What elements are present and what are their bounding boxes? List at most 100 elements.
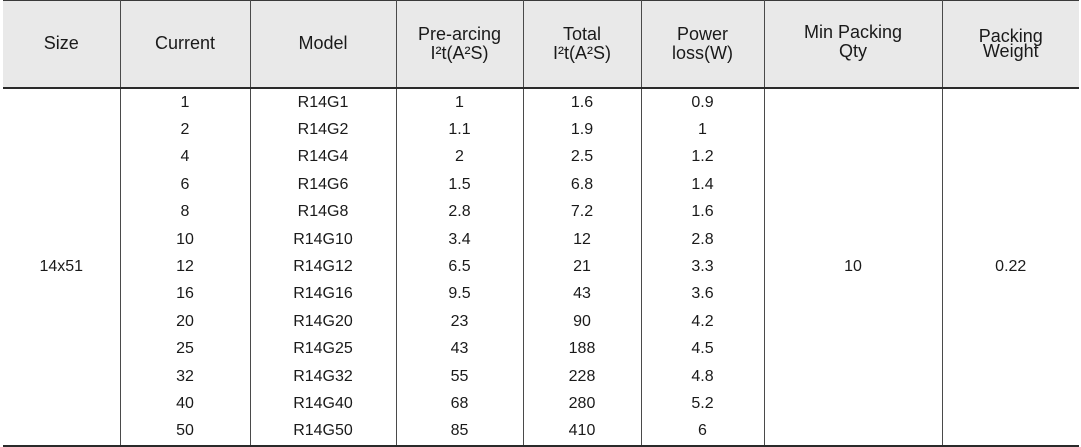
- power-loss-cell: 0.9: [640, 87, 764, 116]
- table-body: 14x51 1 R14G1 1 1.6 0.9 10 0.22 2 R14G2 1.1 1.9 1 4 R1…: [3, 87, 1079, 447]
- header-model: Model: [249, 0, 396, 88]
- header-min-packing: Min Packing Qty: [763, 0, 942, 88]
- power-loss-cell: 3.3: [640, 252, 764, 281]
- prearcing-cell: 23: [395, 307, 523, 336]
- total-cell: 12: [522, 225, 641, 253]
- power-loss-cell: 1.6: [640, 198, 764, 226]
- table-row: 12 R14G12 6.5 21 3.3: [3, 252, 1079, 281]
- model-cell: R14G40: [249, 389, 396, 418]
- total-cell: 6.8: [522, 170, 641, 199]
- power-loss-cell: 2.8: [640, 225, 764, 253]
- table-row: 25 R14G25 43 188 4.5: [3, 335, 1079, 363]
- header-power-loss: Power loss(W): [640, 0, 764, 88]
- current-cell: 1: [119, 87, 250, 116]
- header-power-line2: loss(W): [672, 42, 733, 63]
- total-cell: 410: [522, 417, 641, 447]
- packing-weight-cell: 0.22: [941, 87, 1079, 447]
- power-loss-cell: 4.2: [640, 307, 764, 336]
- current-cell: 32: [119, 362, 250, 390]
- table-row: 20 R14G20 23 90 4.2: [3, 307, 1079, 336]
- model-cell: R14G32: [249, 362, 396, 390]
- total-cell: 188: [522, 335, 641, 363]
- prearcing-cell: 1.1: [395, 115, 523, 144]
- current-cell: 4: [119, 143, 250, 171]
- power-loss-cell: 1.2: [640, 143, 764, 171]
- total-cell: 1.6: [522, 87, 641, 116]
- header-minpack-line2: Qty: [838, 41, 867, 61]
- header-prearcing: Pre-arcing I²t(A²S): [395, 0, 523, 88]
- header-packing-weight: Packing Weight: [941, 0, 1079, 88]
- total-cell: 21: [522, 252, 641, 281]
- fuse-spec-table: Size Current Model Pre-arcing I²t(A²S) T…: [3, 0, 1079, 447]
- current-cell: 20: [119, 307, 250, 336]
- header-minpack-line1: Min Packing: [803, 22, 903, 42]
- power-loss-cell: 3.6: [640, 280, 764, 308]
- header-size: Size: [43, 33, 79, 54]
- table-row: 2 R14G2 1.1 1.9 1: [3, 115, 1079, 144]
- model-cell: R14G20: [249, 307, 396, 336]
- total-cell: 90: [522, 307, 641, 336]
- model-cell: R14G25: [249, 335, 396, 363]
- power-loss-cell: 4.8: [640, 362, 764, 390]
- current-cell: 6: [119, 170, 250, 199]
- power-loss-cell: 6: [640, 417, 764, 447]
- total-cell: 228: [522, 362, 641, 390]
- current-cell: 25: [119, 335, 250, 363]
- table-row: 40 R14G40 68 280 5.2: [3, 389, 1079, 418]
- model-cell: R14G2: [249, 115, 396, 144]
- power-loss-cell: 4.5: [640, 335, 764, 363]
- table-row: 32 R14G32 55 228 4.8: [3, 362, 1079, 390]
- current-cell: 40: [119, 389, 250, 418]
- header-prearcing-line1: Pre-arcing: [417, 23, 502, 44]
- prearcing-cell: 9.5: [395, 280, 523, 308]
- prearcing-cell: 1.5: [395, 170, 523, 199]
- current-cell: 10: [119, 225, 250, 253]
- prearcing-cell: 2.8: [395, 198, 523, 226]
- header-current: Current: [119, 0, 250, 88]
- model-cell: R14G4: [249, 143, 396, 171]
- table-row: 14x51 1 R14G1 1 1.6 0.9 10 0.22: [3, 87, 1079, 447]
- current-cell: 12: [119, 252, 250, 281]
- table-row: 8 R14G8 2.8 7.2 1.6: [3, 198, 1079, 226]
- prearcing-cell: 43: [395, 335, 523, 363]
- header-weight-line2: Weight: [982, 41, 1039, 61]
- min-packing-qty-cell: 10: [763, 87, 942, 447]
- power-loss-cell: 1.4: [640, 170, 764, 199]
- total-cell: 2.5: [522, 143, 641, 171]
- total-cell: 7.2: [522, 198, 641, 226]
- total-cell: 1.9: [522, 115, 641, 144]
- model-cell: R14G6: [249, 170, 396, 199]
- model-cell: R14G8: [249, 198, 396, 226]
- table-row: 4 R14G4 2 2.5 1.2: [3, 143, 1079, 171]
- model-cell: R14G12: [249, 252, 396, 281]
- header-total-line1: Total: [562, 23, 602, 44]
- table-row: 10 R14G10 3.4 12 2.8: [3, 225, 1079, 253]
- current-cell: 50: [119, 417, 250, 447]
- header-total-line2: I²t(A²S): [553, 42, 611, 63]
- total-cell: 280: [522, 389, 641, 418]
- header-power-line1: Power: [676, 23, 729, 44]
- power-loss-cell: 5.2: [640, 389, 764, 418]
- prearcing-cell: 6.5: [395, 252, 523, 281]
- table-row: 16 R14G16 9.5 43 3.6: [3, 280, 1079, 308]
- model-cell: R14G16: [249, 280, 396, 308]
- model-cell: R14G10: [249, 225, 396, 253]
- current-cell: 16: [119, 280, 250, 308]
- header-weight-line1: Packing: [978, 26, 1043, 46]
- header-row: Size Current Model Pre-arcing I²t(A²S) T…: [3, 0, 1079, 88]
- size-cell: 14x51: [3, 87, 120, 447]
- prearcing-cell: 1: [395, 87, 523, 116]
- current-cell: 8: [119, 198, 250, 226]
- table-row: 6 R14G6 1.5 6.8 1.4: [3, 170, 1079, 199]
- header-total: Total I²t(A²S): [522, 0, 641, 88]
- current-cell: 2: [119, 115, 250, 144]
- header-prearcing-line2: I²t(A²S): [430, 42, 489, 63]
- prearcing-cell: 68: [395, 389, 523, 418]
- table-row: 50 R14G50 85 410 6: [3, 417, 1079, 447]
- prearcing-cell: 2: [395, 143, 523, 171]
- power-loss-cell: 1: [640, 115, 764, 144]
- prearcing-cell: 3.4: [395, 225, 523, 253]
- table-header: Size Current Model Pre-arcing I²t(A²S) T…: [3, 0, 1079, 88]
- model-cell: R14G50: [249, 417, 396, 447]
- prearcing-cell: 85: [395, 417, 523, 447]
